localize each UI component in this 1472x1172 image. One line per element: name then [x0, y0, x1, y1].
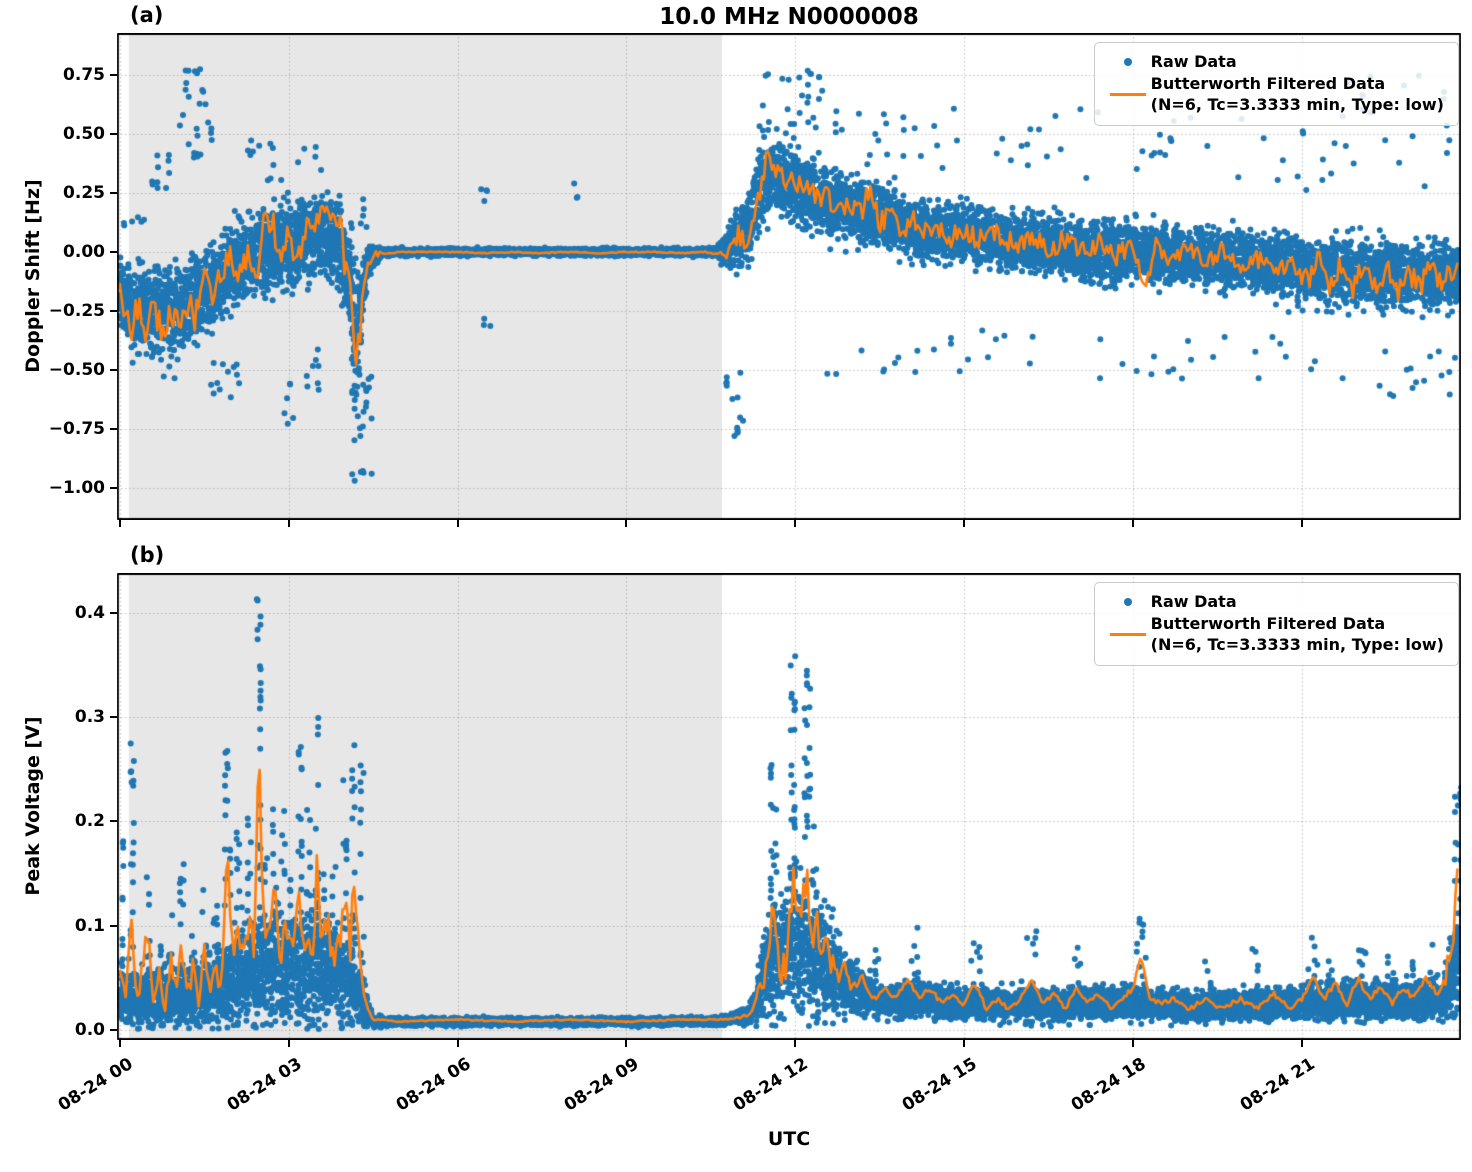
y-tick-mark — [110, 132, 117, 135]
y-tick-label: 0.3 — [74, 706, 105, 727]
x-tick-label: 08-24 15 — [898, 1054, 981, 1116]
y-tick-mark — [110, 309, 117, 312]
legend-raw-label: Raw Data — [1150, 592, 1237, 611]
y-tick-mark — [110, 73, 117, 76]
y-tick-mark — [110, 486, 117, 489]
x-tick-label: 08-24 03 — [223, 1054, 306, 1116]
y-tick-label: 0.2 — [74, 811, 105, 832]
legend-filtered-label-line1: Butterworth Filtered Data — [1150, 614, 1386, 633]
y-tick-label: 0.1 — [74, 915, 105, 936]
legend-filtered-row: Butterworth Filtered Data (N=6, Tc=3.333… — [1105, 613, 1444, 655]
x-tick-label: 08-24 18 — [1067, 1054, 1150, 1116]
panel-a-tag: (a) — [130, 3, 164, 27]
x-tick-mark — [1131, 520, 1134, 527]
raw-data-marker-icon — [1105, 597, 1151, 606]
panel-a-ylabel: Doppler Shift [Hz] — [22, 179, 44, 373]
x-tick-mark — [794, 1040, 797, 1047]
y-tick-label: −1.00 — [48, 477, 105, 498]
y-tick-mark — [110, 191, 117, 194]
y-tick-label: 0.75 — [63, 64, 105, 85]
x-tick-label: 08-24 21 — [1236, 1054, 1319, 1116]
legend-panel-a: Raw Data Butterworth Filtered Data (N=6,… — [1093, 42, 1459, 126]
y-tick-label: −0.75 — [48, 418, 105, 439]
legend-filtered-label-line1: Butterworth Filtered Data — [1150, 74, 1386, 93]
legend-filtered-label-line2: (N=6, Tc=3.3333 min, Type: low) — [1150, 635, 1444, 654]
x-tick-label: 08-24 06 — [392, 1054, 475, 1116]
y-tick-label: 0.4 — [74, 602, 105, 623]
legend-raw-row: Raw Data — [1105, 591, 1444, 612]
panel-b-ylabel: Peak Voltage [V] — [22, 716, 44, 896]
legend-raw-label: Raw Data — [1150, 52, 1237, 71]
x-tick-mark — [963, 1040, 966, 1047]
x-tick-mark — [456, 1040, 459, 1047]
y-tick-mark — [110, 820, 117, 823]
x-tick-label: 08-24 12 — [730, 1054, 812, 1116]
y-tick-mark — [110, 611, 117, 614]
x-tick-mark — [287, 1040, 290, 1047]
x-tick-label: 08-24 09 — [561, 1054, 643, 1116]
x-tick-mark — [1300, 1040, 1303, 1047]
filtered-line-marker-icon — [1105, 632, 1151, 636]
y-tick-mark — [110, 250, 117, 253]
x-tick-mark — [625, 1040, 628, 1047]
y-tick-label: 0.25 — [63, 182, 105, 203]
legend-filtered-label-line2: (N=6, Tc=3.3333 min, Type: low) — [1150, 95, 1444, 114]
filtered-line-marker-icon — [1105, 92, 1151, 96]
x-tick-mark — [794, 520, 797, 527]
y-tick-label: 0.00 — [63, 241, 105, 262]
x-tick-mark — [456, 520, 459, 527]
x-tick-mark — [963, 520, 966, 527]
x-tick-mark — [1300, 520, 1303, 527]
y-tick-mark — [110, 368, 117, 371]
legend-panel-b: Raw Data Butterworth Filtered Data (N=6,… — [1093, 582, 1459, 666]
legend-filtered-row: Butterworth Filtered Data (N=6, Tc=3.333… — [1105, 73, 1444, 115]
x-tick-mark — [1131, 1040, 1134, 1047]
y-tick-mark — [110, 924, 117, 927]
x-tick-mark — [118, 1040, 121, 1047]
x-axis-label: UTC — [767, 1128, 811, 1150]
legend-raw-row: Raw Data — [1105, 51, 1444, 72]
figure-title: 10.0 MHz N0000008 — [659, 4, 919, 30]
panel-b-tag: (b) — [130, 543, 165, 567]
y-tick-label: −0.25 — [48, 300, 105, 321]
y-tick-label: −0.50 — [48, 359, 105, 380]
x-tick-mark — [118, 520, 121, 527]
y-tick-mark — [110, 1028, 117, 1031]
x-tick-mark — [625, 520, 628, 527]
y-tick-label: 0.0 — [74, 1019, 105, 1040]
y-tick-mark — [110, 427, 117, 430]
y-tick-mark — [110, 715, 117, 718]
x-tick-mark — [287, 520, 290, 527]
y-tick-label: 0.50 — [63, 123, 105, 144]
x-tick-label: 08-24 00 — [54, 1054, 137, 1116]
raw-data-marker-icon — [1105, 57, 1151, 66]
